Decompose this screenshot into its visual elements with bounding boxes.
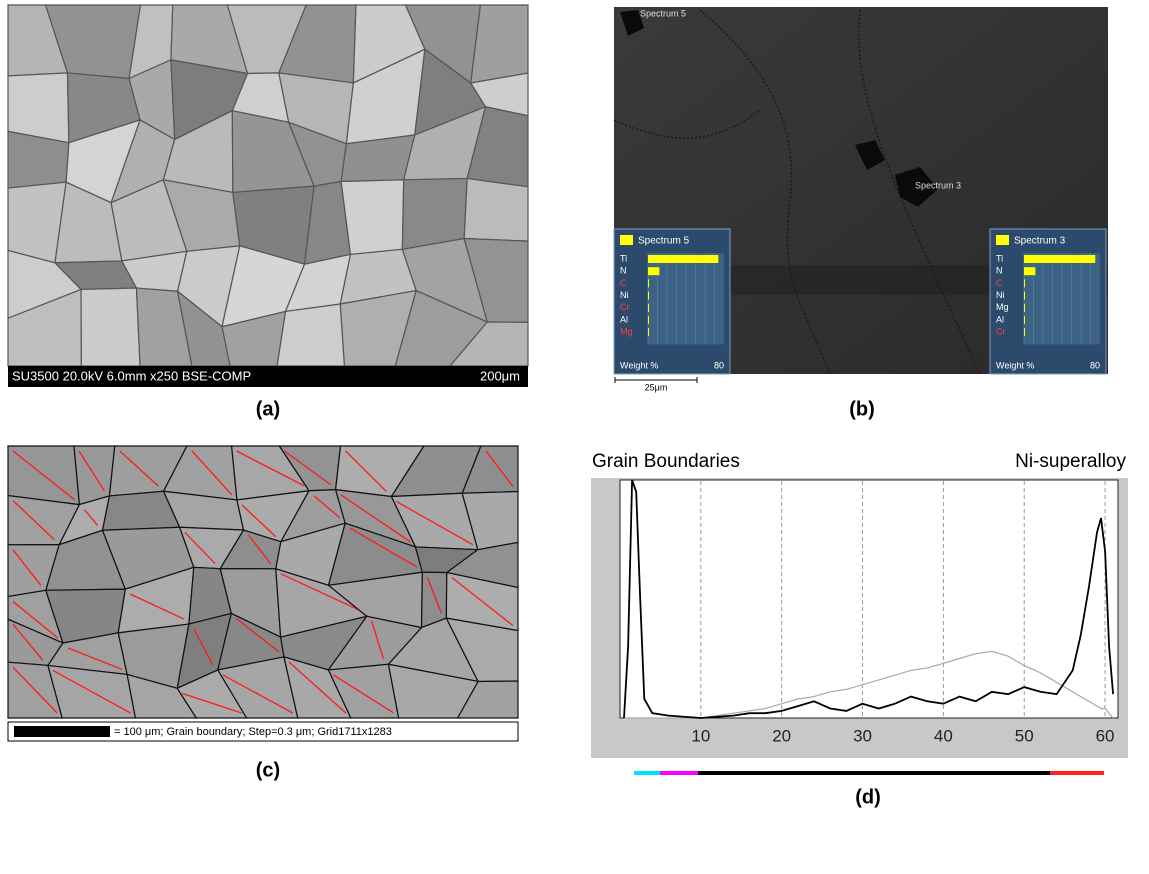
category-label: Ti bbox=[620, 253, 627, 263]
x-tick-label: 20 bbox=[772, 726, 791, 745]
grain bbox=[341, 180, 404, 255]
category-label: N bbox=[620, 266, 627, 276]
bar bbox=[648, 328, 649, 336]
category-label: C bbox=[996, 278, 1003, 288]
category-label: Cr bbox=[996, 327, 1006, 337]
bar bbox=[648, 316, 649, 324]
x-tick-label: 80 bbox=[714, 360, 724, 370]
x-tick-label: 80 bbox=[1090, 360, 1100, 370]
chart-title: Grain Boundaries bbox=[592, 451, 740, 472]
bar bbox=[1024, 328, 1025, 336]
category-label: C bbox=[620, 278, 627, 288]
x-tick-label: 10 bbox=[691, 726, 710, 745]
bar bbox=[1024, 304, 1025, 312]
grain bbox=[402, 178, 467, 249]
legend-swatch bbox=[996, 235, 1009, 245]
category-label: N bbox=[996, 266, 1003, 276]
scale-label: 25μm bbox=[645, 382, 668, 392]
color-key bbox=[634, 771, 660, 775]
category-label: Ni bbox=[620, 290, 629, 300]
category-label: Cr bbox=[620, 302, 630, 312]
x-axis-label: Weight % bbox=[620, 360, 658, 370]
bar bbox=[1024, 292, 1025, 300]
category-label: Ti bbox=[996, 253, 1003, 263]
chart-subtitle: Ni-superalloy bbox=[1015, 451, 1126, 472]
bar bbox=[648, 255, 718, 263]
eds-title: Spectrum 3 bbox=[1014, 236, 1066, 247]
category-label: Mg bbox=[996, 302, 1009, 312]
micrograph-c bbox=[8, 446, 518, 718]
category-label: Ni bbox=[996, 290, 1005, 300]
panel-label: (b) bbox=[849, 398, 875, 420]
panel-label: (d) bbox=[855, 786, 881, 808]
bar bbox=[1024, 255, 1095, 263]
panel-label: (c) bbox=[256, 759, 280, 781]
grain bbox=[8, 73, 69, 143]
bar bbox=[648, 279, 649, 287]
bar bbox=[648, 267, 659, 275]
grain bbox=[81, 288, 140, 366]
category-label: Al bbox=[620, 314, 628, 324]
color-key bbox=[1050, 771, 1104, 775]
x-tick-label: 60 bbox=[1096, 726, 1115, 745]
grain bbox=[471, 5, 528, 83]
bar bbox=[648, 292, 649, 300]
grain bbox=[464, 178, 528, 241]
x-tick-label: 50 bbox=[1015, 726, 1034, 745]
bar bbox=[648, 304, 649, 312]
color-key bbox=[660, 771, 698, 775]
x-axis-label: Weight % bbox=[996, 360, 1034, 370]
caption: SU3500 20.0kV 6.0mm x250 BSE-COMP bbox=[12, 368, 251, 383]
legend-swatch bbox=[620, 235, 633, 245]
spectrum-tag: Spectrum 3 bbox=[915, 180, 961, 190]
scale-bar bbox=[14, 726, 110, 737]
x-tick-label: 30 bbox=[853, 726, 872, 745]
panel-label: (a) bbox=[256, 398, 280, 420]
figure: SU3500 20.0kV 6.0mm x250 BSE-COMP 200μm … bbox=[0, 0, 1149, 869]
scale-label: 200μm bbox=[480, 368, 520, 383]
grain bbox=[277, 304, 344, 366]
eds-title: Spectrum 5 bbox=[638, 236, 690, 247]
bar bbox=[1024, 267, 1035, 275]
category-label: Mg bbox=[620, 327, 633, 337]
color-key bbox=[698, 771, 1050, 775]
bar bbox=[1024, 316, 1025, 324]
caption: = 100 μm; Grain boundary; Step=0.3 μm; G… bbox=[114, 726, 392, 738]
bar bbox=[1024, 279, 1025, 287]
category-label: Al bbox=[996, 314, 1004, 324]
spectrum-tag: Spectrum 5 bbox=[640, 8, 686, 18]
micrograph-a bbox=[8, 5, 528, 366]
x-tick-label: 40 bbox=[934, 726, 953, 745]
